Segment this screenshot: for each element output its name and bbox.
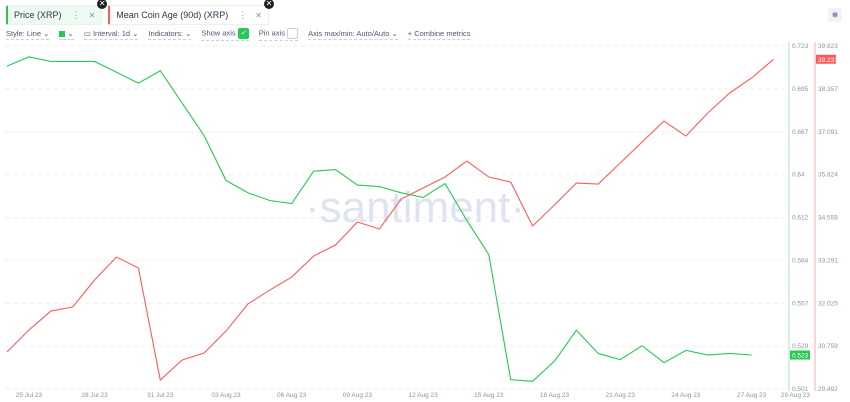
y-tick-label: 0.557: [792, 300, 809, 307]
x-tick-label: 25 Jul 23: [16, 392, 43, 399]
color-swatch-icon: [59, 31, 66, 38]
x-tick-label: 09 Aug 23: [343, 392, 373, 399]
y-tick-label: 0.501: [792, 386, 809, 393]
close-icon[interactable]: ✕: [255, 10, 262, 20]
last-value-label: 0.523: [792, 353, 809, 360]
y-tick-label: 0.723: [792, 43, 809, 50]
tab-label: Price (XRP): [14, 10, 62, 20]
x-tick-label: 24 Aug 23: [671, 392, 701, 399]
y-tick-label: 0.612: [792, 215, 809, 222]
color-dropdown[interactable]: ⌄: [59, 29, 74, 40]
x-tick-label: 21 Aug 23: [606, 392, 636, 399]
x-tick-label: 27 Aug 23: [737, 392, 767, 399]
indicators-dropdown[interactable]: Indicators: ⌄: [148, 29, 192, 40]
combine-metrics-button[interactable]: + Combine metrics: [407, 29, 471, 40]
show-axis-toggle[interactable]: Show axis ✓: [201, 28, 249, 41]
x-tick-label: 28 Jul 23: [81, 392, 108, 399]
pin-axis-toggle[interactable]: Pin axis: [258, 28, 299, 41]
metric-tab-price[interactable]: Price (XRP) ⋮ ✕ ✕: [6, 0, 108, 25]
x-tick-label: 15 Aug 23: [474, 392, 504, 399]
more-icon[interactable]: ⋮: [238, 9, 248, 20]
x-tick-label: 06 Aug 23: [277, 392, 307, 399]
x-tick-label: 18 Aug 23: [540, 392, 570, 399]
more-icon[interactable]: ⋮: [71, 9, 81, 20]
settings-icon[interactable]: ✹: [828, 8, 842, 22]
y-tick-label: 35.824: [818, 172, 838, 179]
remove-icon[interactable]: ✕: [97, 0, 108, 9]
style-dropdown[interactable]: Style: Line ⌄: [6, 29, 50, 40]
series-line: [6, 58, 774, 382]
interval-dropdown[interactable]: ▭ Interval: 1d ⌄: [83, 29, 139, 40]
y-tick-label: 33.291: [818, 257, 838, 264]
x-tick-label: 29 Aug 23: [781, 392, 811, 399]
checkbox-checked-icon[interactable]: ✓: [237, 28, 249, 39]
y-tick-label: 34.558: [818, 215, 838, 222]
tab-label: Mean Coin Age (90d) (XRP): [116, 10, 229, 20]
y-tick-label: 39.623: [818, 43, 838, 50]
axis-maxmin-dropdown[interactable]: Axis max/min: Auto/Auto ⌄: [308, 29, 398, 40]
remove-icon[interactable]: ✕: [263, 0, 274, 9]
watermark: ·santiment·: [305, 183, 525, 232]
x-tick-label: 03 Aug 23: [211, 392, 241, 399]
last-value-badge: [790, 350, 810, 360]
last-value-badge: [816, 54, 836, 64]
y-tick-label: 0.667: [792, 129, 809, 136]
y-tick-label: 38.357: [818, 86, 838, 93]
y-tick-label: 29.492: [818, 386, 838, 393]
y-tick-label: 0.695: [792, 86, 809, 93]
last-value-label: 39.231: [818, 57, 838, 64]
y-tick-label: 0.64: [792, 172, 805, 179]
y-tick-label: 37.091: [818, 129, 838, 136]
y-tick-label: 32.025: [818, 300, 838, 307]
calendar-icon: ▭: [83, 29, 91, 38]
close-icon[interactable]: ✕: [88, 10, 96, 20]
y-tick-label: 30.759: [818, 343, 838, 350]
checkbox-icon[interactable]: [287, 28, 299, 39]
y-tick-label: 0.584: [792, 257, 809, 264]
metric-tab-mean-coin-age[interactable]: Mean Coin Age (90d) (XRP) ⋮ ✕ ✕: [108, 0, 274, 25]
x-tick-label: 31 Jul 23: [147, 392, 174, 399]
x-tick-label: 12 Aug 23: [408, 392, 438, 399]
y-tick-label: 0.529: [792, 343, 809, 350]
